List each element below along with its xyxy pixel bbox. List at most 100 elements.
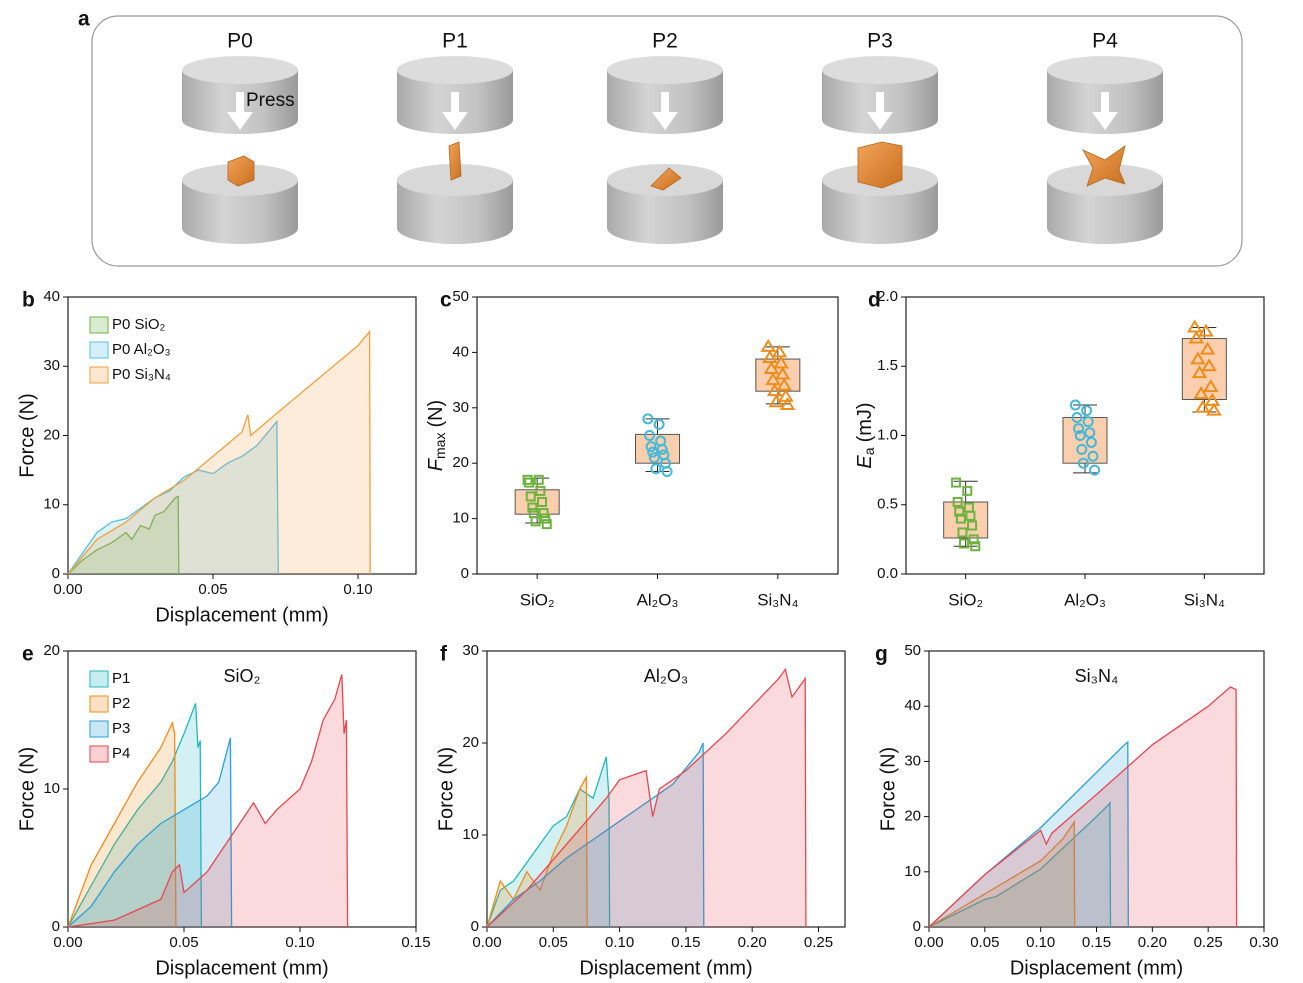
x-tick-label: 0.15 (401, 934, 430, 951)
x-axis-label: Displacement (mm) (1010, 957, 1183, 979)
top-cylinder-face (397, 56, 513, 84)
x-tick-label: 0.30 (1249, 934, 1278, 951)
point (1208, 405, 1220, 415)
x-tick-label: 0.00 (914, 934, 943, 951)
x-tick-label: 0.05 (198, 581, 227, 598)
y-tick-label: 20 (43, 642, 60, 659)
y-tick-label: 30 (452, 399, 469, 416)
y-axis-label: Fmax(N) (425, 400, 447, 471)
press-label: P1 (442, 30, 468, 53)
y-tick-label: 20 (452, 454, 469, 471)
annotation: SiO₂ (224, 666, 261, 686)
y-tick-label: 10 (904, 863, 921, 880)
panel-letter: b (22, 289, 35, 312)
x-tick-label: 0.25 (804, 934, 833, 951)
x-tick-label: Si₃N₄ (757, 590, 798, 609)
y-tick-label: 20 (462, 734, 479, 751)
panel-letter: c (440, 289, 452, 312)
x-axis-label: Displacement (mm) (579, 957, 752, 979)
y-tick-label: 20 (43, 426, 60, 443)
legend-label: P3 (112, 720, 130, 737)
y-axis-label: Ea (mJ) (854, 402, 876, 468)
y-axis-label: Force (N) (435, 747, 457, 831)
y-tick-label: 40 (904, 697, 921, 714)
legend-swatch (90, 317, 108, 333)
legend-swatch (90, 746, 108, 762)
y-axis-label: Force (N) (16, 747, 38, 831)
top-cylinder-face (1047, 56, 1163, 84)
press-label: P3 (867, 30, 893, 53)
y-axis-label: Force (N) (877, 747, 899, 831)
legend-label: P0 Si₃N₄ (112, 366, 171, 383)
y-tick-label: 1.5 (877, 357, 898, 374)
y-tick-label: 40 (452, 343, 469, 360)
x-tick-label: 0.10 (343, 581, 372, 598)
figure: aP0P1P2P3P4Pressb0102030400.000.050.10Di… (0, 0, 1303, 983)
y-tick-label: 30 (904, 752, 921, 769)
panel-letter: a (78, 8, 90, 31)
x-tick-label: 0.05 (539, 934, 568, 951)
point (963, 487, 971, 495)
x-tick-label: 0.00 (53, 934, 82, 951)
y-label-unit: (N) (425, 400, 447, 428)
y-label-symbol: E (854, 455, 876, 469)
y-tick-label: 50 (452, 288, 469, 305)
y-tick-label: 0 (471, 918, 479, 935)
x-tick-label: SiO₂ (948, 590, 983, 609)
legend-swatch (90, 696, 108, 712)
point (532, 517, 540, 525)
y-axis-label: Force (N) (16, 393, 38, 477)
y-tick-label: 0 (913, 918, 921, 935)
press-label: P0 (227, 30, 253, 53)
area-fill (487, 669, 806, 927)
point (762, 341, 774, 351)
press-label: P4 (1092, 30, 1118, 53)
y-tick-label: 0.5 (877, 496, 898, 513)
y-label-unit: (mJ) (854, 402, 876, 442)
annotation: Al₂O₃ (644, 666, 688, 686)
x-axis-label: Displacement (mm) (155, 957, 328, 979)
panel-letter: f (440, 643, 448, 666)
y-label-subscript: a (861, 447, 877, 455)
x-tick-label: 0.00 (472, 934, 501, 951)
top-cylinder-face (822, 56, 938, 84)
x-tick-label: 0.25 (1194, 934, 1223, 951)
specimen (228, 156, 254, 186)
x-tick-label: Si₃N₄ (1184, 590, 1225, 609)
legend-swatch (90, 721, 108, 737)
y-tick-label: 30 (43, 357, 60, 374)
x-tick-label: Al₂O₃ (637, 590, 679, 609)
legend-label: P4 (112, 745, 130, 762)
panel-letter: e (22, 643, 34, 666)
point (1189, 321, 1201, 331)
legend-swatch (90, 342, 108, 358)
x-tick-label: 0.10 (285, 934, 314, 951)
panel-letter: g (875, 643, 888, 666)
x-tick-label: Al₂O₃ (1064, 590, 1106, 609)
x-tick-label: 0.15 (671, 934, 700, 951)
y-tick-label: 30 (462, 642, 479, 659)
x-tick-label: 0.10 (1026, 934, 1055, 951)
point (655, 420, 664, 429)
press-label: P2 (652, 30, 678, 53)
y-tick-label: 0 (52, 918, 60, 935)
y-tick-label: 20 (904, 808, 921, 825)
point (535, 476, 543, 484)
x-tick-label: 0.00 (53, 581, 82, 598)
y-tick-label: 10 (43, 496, 60, 513)
x-tick-label: 0.15 (1082, 934, 1111, 951)
annotation: Si₃N₄ (1075, 666, 1119, 686)
point (952, 479, 960, 487)
y-tick-label: 40 (43, 288, 60, 305)
top-cylinder-face (607, 56, 723, 84)
x-tick-label: 0.10 (605, 934, 634, 951)
y-tick-label: 50 (904, 642, 921, 659)
x-tick-label: SiO₂ (520, 590, 555, 609)
y-label-subscript: max (432, 433, 448, 459)
x-tick-label: 0.20 (738, 934, 767, 951)
y-tick-label: 0.0 (877, 565, 898, 582)
top-cylinder-face (182, 56, 298, 84)
x-axis-label: Displacement (mm) (155, 604, 328, 626)
legend-label: P1 (112, 670, 130, 687)
legend-swatch (90, 367, 108, 383)
